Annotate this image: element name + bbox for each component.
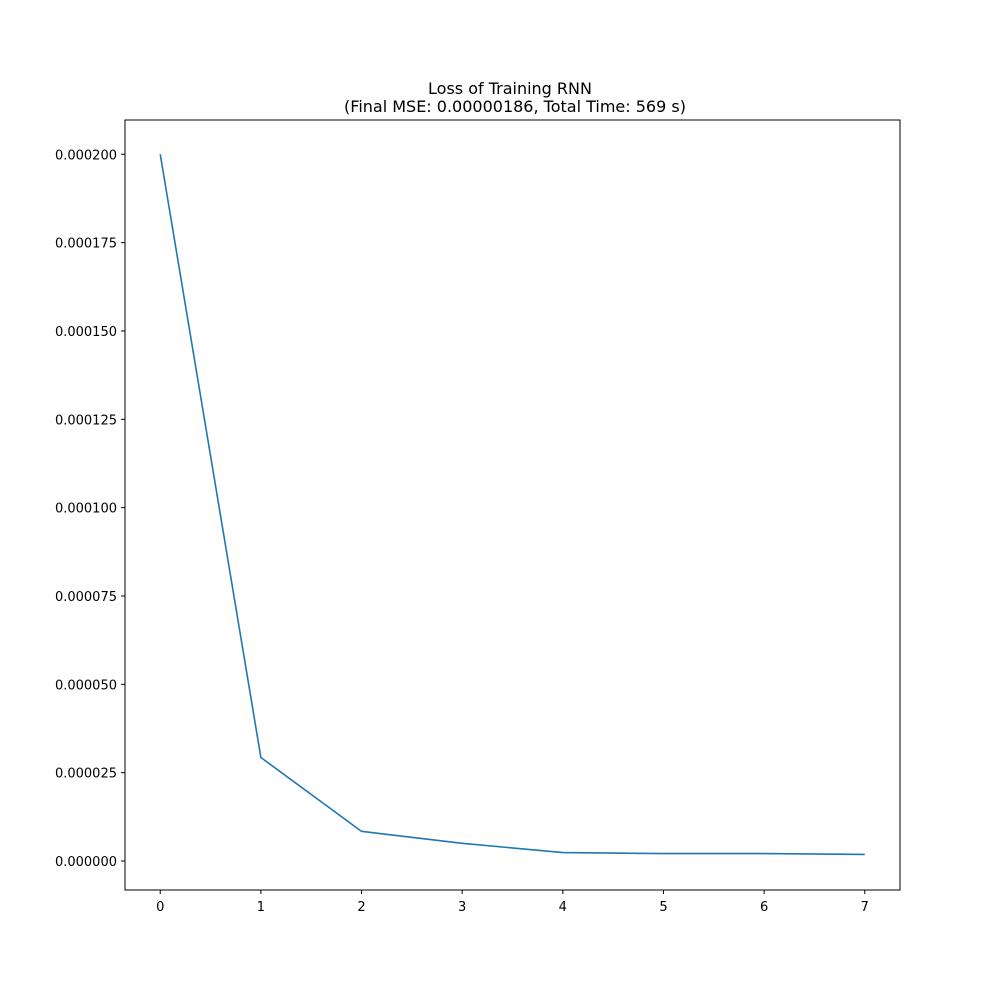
x-tick-label: 2 <box>357 900 365 915</box>
y-tick-label: 0.000150 <box>55 325 117 340</box>
x-tick-label: 6 <box>760 900 768 915</box>
y-tick-label: 0.000050 <box>55 678 117 693</box>
series-layer <box>159 154 865 856</box>
y-tick-label: 0.000025 <box>55 767 117 782</box>
x-tick-label: 3 <box>458 900 466 915</box>
y-tick-label: 0.000075 <box>55 590 117 605</box>
x-tick-label: 4 <box>559 900 567 915</box>
y-tick-label: 0.000000 <box>55 855 117 870</box>
x-tick-label: 0 <box>156 900 164 915</box>
y-tick-label: 0.000100 <box>55 502 117 517</box>
x-axis: 0 1 2 3 4 5 6 7 <box>156 890 869 915</box>
x-tick-label: 1 <box>257 900 265 915</box>
chart-subtitle: (Final MSE: 0.00000186, Total Time: 569 … <box>344 97 686 116</box>
x-tick-label: 5 <box>659 900 667 915</box>
plot-frame <box>124 119 901 891</box>
chart-title: Loss of Training RNN <box>428 79 592 98</box>
y-tick-label: 0.000125 <box>55 413 117 428</box>
y-axis: 0.000000 0.000025 0.000050 0.000075 0.000100… <box>55 148 125 870</box>
series-line <box>159 154 865 856</box>
y-tick-label: 0.000200 <box>55 148 117 163</box>
x-tick-label: 7 <box>861 900 869 915</box>
y-tick-label: 0.000175 <box>55 237 117 252</box>
